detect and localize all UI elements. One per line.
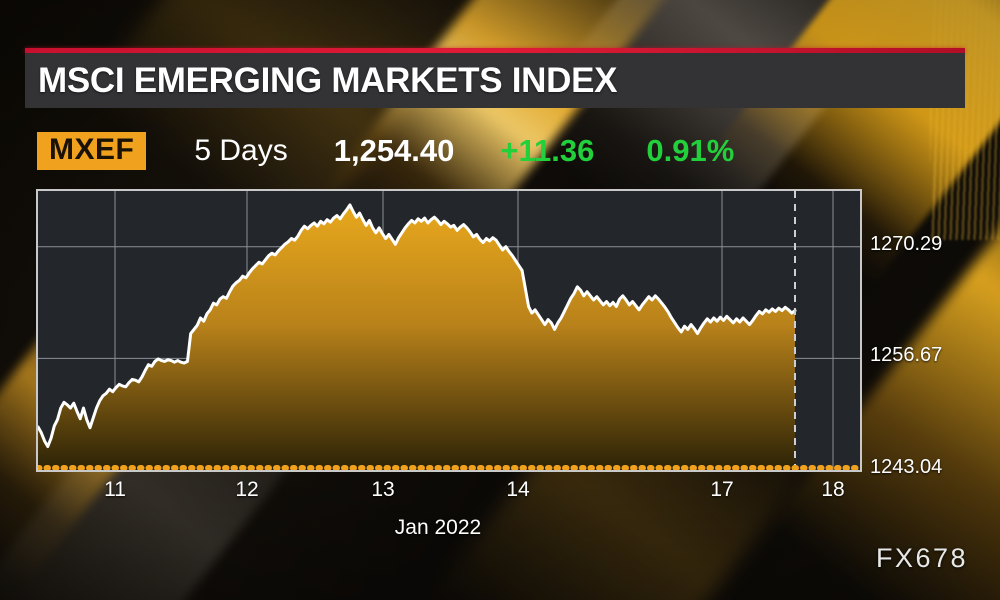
x-axis: 11 12 13 14 17 18	[25, 478, 965, 512]
x-axis-tick: 11	[104, 478, 126, 501]
x-axis-tick: 13	[371, 478, 395, 501]
y-axis-tick: 1256.67	[870, 344, 943, 367]
last-price: 1,254.40	[333, 133, 455, 168]
price-area-chart	[38, 191, 860, 470]
x-axis-title: Jan 2022	[394, 516, 482, 539]
page-title: MSCI EMERGING MARKETS INDEX	[38, 60, 618, 100]
accent-bar	[25, 48, 965, 53]
watermark: FX678	[875, 543, 968, 573]
y-axis-tick: 1270.29	[870, 232, 943, 255]
price-line	[38, 203, 797, 449]
quote-row: MXEF 5 Days 1,254.40 +11.36 0.91%	[25, 120, 965, 182]
range-label: 5 Days	[194, 134, 288, 167]
x-axis-tick: 18	[821, 478, 845, 501]
y-axis: 1243.04 1256.67 1270.29	[870, 186, 1000, 486]
plot-frame	[36, 189, 862, 472]
y-axis-tick: 1243.04	[870, 456, 943, 478]
x-axis-tick: 12	[235, 478, 259, 501]
ticker-badge: MXEF	[37, 132, 147, 170]
title-bar: MSCI EMERGING MARKETS INDEX	[25, 53, 965, 108]
x-axis-tick: 14	[506, 478, 530, 501]
percent-change: 0.91%	[646, 133, 735, 168]
chart-area: 1243.04 1256.67 1270.29 11 12 13 14 17 18 Jan 2…	[25, 186, 965, 539]
price-area-fill	[38, 204, 795, 470]
net-change: +11.36	[500, 133, 595, 168]
x-axis-tick: 17	[710, 478, 734, 501]
